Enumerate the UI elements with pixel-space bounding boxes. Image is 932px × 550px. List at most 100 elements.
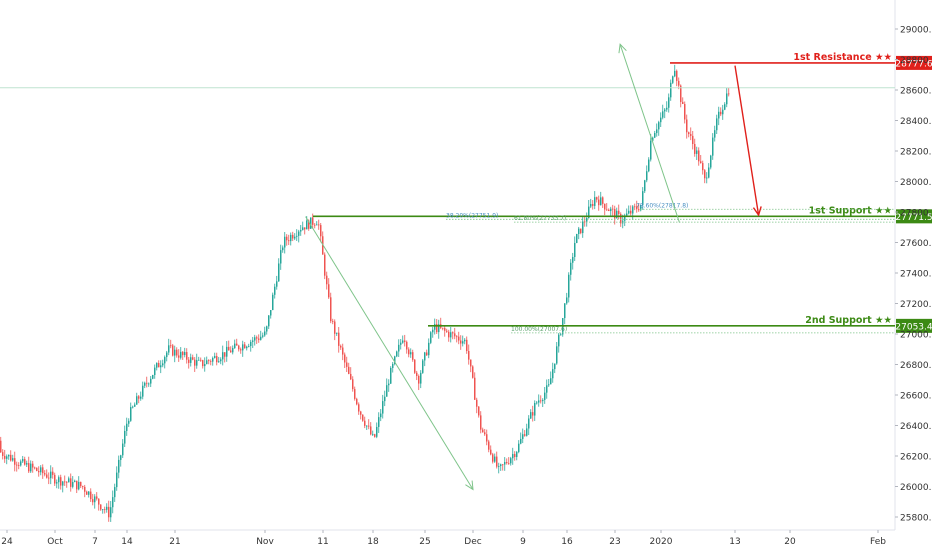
y-tick-label: 28000.0 bbox=[900, 178, 932, 188]
candle bbox=[598, 199, 600, 206]
candle bbox=[536, 402, 538, 404]
candle bbox=[542, 399, 544, 402]
candle bbox=[690, 134, 692, 136]
candle bbox=[52, 471, 54, 475]
x-tick-label: 2020 bbox=[650, 537, 673, 547]
candle bbox=[358, 404, 360, 412]
candle bbox=[574, 242, 576, 257]
fib-label: 61.80%(27733.7) bbox=[514, 215, 566, 222]
candle bbox=[126, 423, 128, 431]
candle bbox=[410, 352, 412, 355]
candle bbox=[244, 344, 246, 349]
candle bbox=[56, 482, 58, 484]
candle bbox=[230, 350, 232, 353]
candle bbox=[590, 204, 592, 207]
candle bbox=[364, 420, 366, 426]
candle bbox=[280, 250, 282, 264]
x-tick-label: 11 bbox=[317, 537, 328, 547]
candle bbox=[588, 206, 590, 219]
candle bbox=[208, 360, 210, 362]
candle bbox=[222, 352, 224, 360]
candle bbox=[278, 263, 280, 282]
candle bbox=[464, 339, 466, 342]
candle bbox=[720, 111, 722, 115]
y-tick-label: 29000.0 bbox=[900, 26, 932, 36]
candle bbox=[330, 297, 332, 322]
x-tick-label: Dec bbox=[464, 537, 481, 547]
candle bbox=[714, 130, 716, 138]
candle bbox=[260, 336, 262, 340]
x-tick-label: Nov bbox=[256, 537, 274, 547]
candle bbox=[630, 210, 632, 214]
candle bbox=[398, 344, 400, 352]
candle bbox=[302, 227, 304, 230]
candle bbox=[290, 234, 292, 242]
candle bbox=[516, 451, 518, 457]
y-tick-label: 26000.0 bbox=[900, 483, 932, 493]
candle bbox=[450, 332, 452, 338]
candle bbox=[122, 443, 124, 456]
candle bbox=[596, 197, 598, 200]
candle bbox=[648, 159, 650, 172]
candle bbox=[470, 359, 472, 367]
candle bbox=[694, 144, 696, 154]
candle bbox=[696, 150, 698, 154]
candle bbox=[716, 118, 718, 131]
fib-label: 78.60%(27817.8) bbox=[636, 202, 688, 209]
candle bbox=[692, 135, 694, 145]
candle bbox=[454, 333, 456, 337]
candle bbox=[152, 374, 154, 379]
candle bbox=[144, 382, 146, 386]
candle bbox=[438, 324, 440, 333]
candle bbox=[382, 401, 384, 414]
candle bbox=[44, 473, 46, 475]
candle bbox=[2, 452, 4, 456]
candle bbox=[84, 486, 86, 492]
candle bbox=[550, 378, 552, 385]
candle bbox=[496, 456, 498, 467]
candle bbox=[336, 332, 338, 334]
candle bbox=[446, 330, 448, 332]
candle bbox=[710, 155, 712, 168]
candle bbox=[10, 454, 12, 461]
candle bbox=[456, 336, 458, 338]
candle bbox=[414, 359, 416, 373]
candle bbox=[36, 467, 38, 471]
candle bbox=[662, 111, 664, 118]
level-price-tag-label: 27771.5 bbox=[895, 213, 932, 223]
candle bbox=[128, 420, 130, 424]
candle bbox=[12, 458, 14, 461]
candle bbox=[384, 396, 386, 402]
candle bbox=[424, 352, 426, 361]
candle bbox=[624, 215, 626, 221]
candle bbox=[240, 349, 242, 351]
candle bbox=[386, 385, 388, 397]
candle bbox=[142, 385, 144, 397]
y-tick-label: 28800.0 bbox=[900, 56, 932, 66]
candle bbox=[110, 507, 112, 518]
candle bbox=[432, 329, 434, 333]
candle bbox=[442, 327, 444, 329]
candle bbox=[28, 463, 30, 472]
candle bbox=[288, 240, 290, 242]
candle bbox=[326, 275, 328, 285]
candle bbox=[674, 70, 676, 77]
candle bbox=[106, 506, 108, 510]
candle bbox=[360, 411, 362, 415]
candle bbox=[38, 470, 40, 473]
candle bbox=[320, 225, 322, 237]
candle bbox=[704, 170, 706, 179]
y-tick-label: 26600.0 bbox=[900, 392, 932, 402]
candle bbox=[416, 372, 418, 376]
candle bbox=[312, 217, 314, 225]
candle bbox=[458, 336, 460, 341]
candle bbox=[98, 498, 100, 505]
candle bbox=[26, 463, 28, 465]
candle bbox=[576, 234, 578, 243]
candle bbox=[666, 107, 668, 110]
candle bbox=[638, 209, 640, 211]
candle bbox=[184, 352, 186, 356]
candle bbox=[412, 352, 414, 360]
candle bbox=[338, 332, 340, 346]
